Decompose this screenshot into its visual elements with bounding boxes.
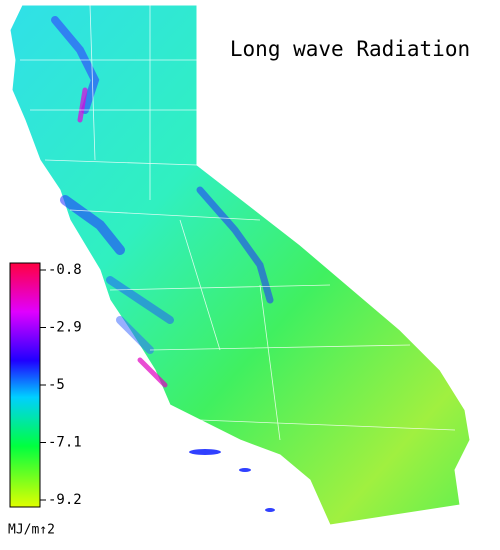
unit-label: MJ/m↑2 <box>8 523 55 538</box>
california <box>9 4 471 526</box>
tick-label: -5 <box>48 377 65 393</box>
islands <box>189 449 275 512</box>
title: Long wave Radiation <box>230 37 470 61</box>
county-lines <box>20 4 456 441</box>
tick-label: -9.2 <box>48 492 82 508</box>
tick-label: -0.8 <box>48 262 82 278</box>
tick-label: -2.9 <box>48 320 82 336</box>
mountain-shading <box>51 16 274 388</box>
tick-label: -7.1 <box>48 435 82 451</box>
color-bar <box>9 262 41 508</box>
color-bar-ticks: -0.8 -2.9 -5 -7.1 -9.2 <box>40 262 82 508</box>
